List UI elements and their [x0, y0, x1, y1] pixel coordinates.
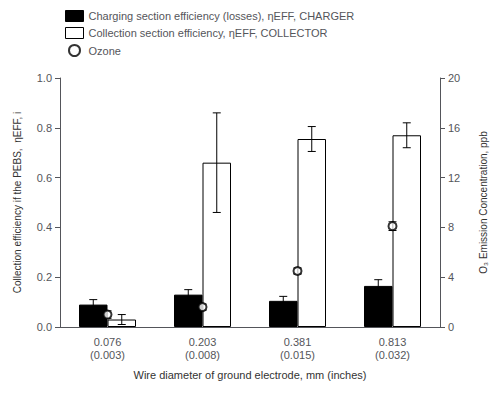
svg-text:0: 0: [448, 321, 454, 333]
svg-text:O₃ Emission Concentration, ppb: O₃ Emission Concentration, ppb: [478, 131, 489, 274]
svg-text:0.0: 0.0: [37, 321, 52, 333]
svg-text:0.813: 0.813: [379, 336, 407, 348]
svg-text:0.076: 0.076: [94, 336, 122, 348]
svg-text:Ozone: Ozone: [89, 45, 121, 57]
svg-text:4: 4: [448, 271, 454, 283]
svg-text:20: 20: [448, 72, 460, 84]
svg-text:0.6: 0.6: [37, 172, 52, 184]
svg-text:12: 12: [448, 172, 460, 184]
svg-text:(0.008): (0.008): [185, 349, 220, 361]
svg-text:0.8: 0.8: [37, 122, 52, 134]
svg-text:Collection section efficiency,: Collection section efficiency, ηEFF, COL…: [89, 27, 328, 39]
svg-text:16: 16: [448, 122, 460, 134]
svg-text:0.381: 0.381: [284, 336, 312, 348]
svg-text:0.2: 0.2: [37, 271, 52, 283]
svg-text:0.4: 0.4: [37, 221, 52, 233]
svg-text:Wire diameter of ground electr: Wire diameter of ground electrode, mm (i…: [134, 369, 367, 381]
svg-text:(0.015): (0.015): [280, 349, 315, 361]
svg-text:Charging section efficiency (l: Charging section efficiency (losses), ηE…: [89, 10, 355, 22]
svg-text:Collection efficiency if the P: Collection efficiency if the PEBS, ηEFF,…: [12, 112, 23, 294]
svg-text:(0.032): (0.032): [375, 349, 410, 361]
svg-text:(0.003): (0.003): [90, 349, 125, 361]
svg-text:1.0: 1.0: [37, 72, 52, 84]
svg-text:0.203: 0.203: [189, 336, 217, 348]
svg-text:8: 8: [448, 221, 454, 233]
